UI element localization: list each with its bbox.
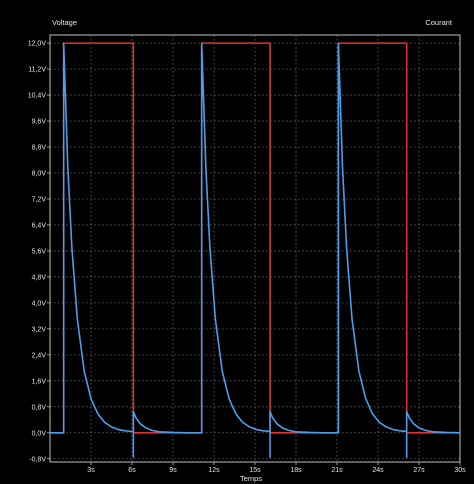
y-tick-label: 11,2V: [28, 67, 46, 74]
y-tick-label: 2,4V: [32, 352, 47, 359]
y-tick-label: 4,0V: [32, 300, 47, 307]
left-axis-title: Voltage: [52, 18, 77, 27]
x-tick-label: 21s: [331, 467, 343, 474]
series-group: [50, 42, 461, 458]
y-tick-label: 12,0V: [28, 41, 47, 48]
right-axis-title: Courant: [425, 18, 453, 27]
x-tick-label: 27s: [413, 467, 425, 474]
y-tick-label: 6,4V: [32, 222, 47, 229]
y-tick-label: 10,4V: [28, 93, 47, 100]
x-tick-label: 12s: [208, 467, 220, 474]
x-axis-title: Temps: [240, 474, 262, 483]
series-line-1: [50, 42, 460, 434]
y-tick-label: 9,6V: [32, 119, 47, 126]
x-tick-label: 3s: [87, 467, 95, 474]
y-tick-label: 0,0V: [32, 430, 47, 437]
x-tick-label: 30s: [454, 467, 466, 474]
y-tick-label: 4,8V: [32, 274, 47, 281]
y-tick-label: 3,2V: [32, 326, 47, 333]
y-tick-label: 0,8V: [32, 404, 47, 411]
x-tick-labels: 3s 6s 9s 12s 15s 18s 21s 24s 27s 30s: [87, 462, 466, 474]
x-tick-label: 9s: [169, 467, 177, 474]
y-tick-label: 1,6V: [32, 378, 47, 385]
y-tick-label: 8,0V: [32, 171, 47, 178]
x-tick-label: 6s: [128, 467, 136, 474]
x-tick-label: 24s: [372, 467, 384, 474]
y-tick-label: -0,8V: [29, 456, 46, 463]
x-tick-label: 15s: [249, 467, 261, 474]
y-tick-label: 7,2V: [32, 196, 47, 203]
x-tick-label: 18s: [290, 467, 302, 474]
y-tick-label: 8,8V: [32, 145, 47, 152]
y-tick-label: 5,6V: [32, 248, 47, 255]
y-tick-labels: -0,8V 0,0V 0,8V 1,6V 2,4V 3,2V 4,0V 4,8V 5,6V 6,4…: [28, 41, 50, 463]
series-line-2: [50, 42, 461, 458]
